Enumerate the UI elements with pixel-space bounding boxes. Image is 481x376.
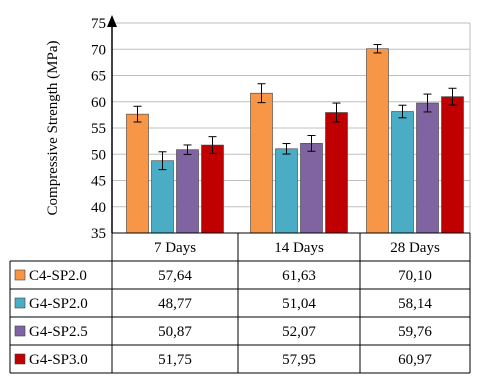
bar-G4-SP2.0-7 Days <box>151 160 174 234</box>
table-value: 48,77 <box>158 296 192 312</box>
legend-swatch <box>14 353 26 365</box>
legend-entry: G4-SP2.5 <box>29 324 88 340</box>
bar-G4-SP2.5-28 Days <box>416 102 439 234</box>
y-tick-label: 55 <box>91 121 106 137</box>
bar-G4-SP2.5-7 Days <box>176 149 199 234</box>
y-tick-label: 60 <box>91 95 106 111</box>
table-value: 57,95 <box>282 352 316 368</box>
bar-G4-SP2.0-14 Days <box>275 148 298 234</box>
table-value: 51,04 <box>282 296 316 312</box>
table-value: 58,14 <box>398 296 432 312</box>
bar-C4-SP2.0-28 Days <box>366 48 389 234</box>
error-bars <box>133 44 457 171</box>
table-value: 57,64 <box>158 268 192 284</box>
bar-C4-SP2.0-7 Days <box>126 113 149 234</box>
legend-entry: G4-SP2.0 <box>29 296 88 312</box>
y-axis: 35 40 45 50 55 60 65 70 75 <box>91 15 117 242</box>
table-value: 70,10 <box>398 268 432 284</box>
bar-C4-SP2.0-14 Days <box>250 92 273 234</box>
table-value: 50,87 <box>158 324 192 340</box>
y-tick-label: 45 <box>91 174 106 190</box>
legend-swatch <box>14 297 26 309</box>
table-value: 59,76 <box>398 324 432 340</box>
x-category-label: 7 Days <box>154 240 196 256</box>
table-value: 60,97 <box>398 352 432 368</box>
bar-G4-SP2.5-14 Days <box>300 143 323 234</box>
legend-entry: C4-SP2.0 <box>29 268 87 284</box>
bar-G4-SP3.0-14 Days <box>325 112 348 234</box>
bar-G4-SP3.0-28 Days <box>441 96 464 234</box>
y-tick-label: 40 <box>91 200 106 216</box>
y-tick-label: 35 <box>91 226 106 242</box>
bar-G4-SP2.0-28 Days <box>391 111 414 234</box>
table-value: 52,07 <box>282 324 316 340</box>
legend-entry: G4-SP3.0 <box>29 352 88 368</box>
bars <box>126 48 464 234</box>
y-axis-label: Compressive Strength (MPa) <box>45 41 61 216</box>
data-table: 7 Days 14 Days 28 Days C4-SP2.0 57,64 61,63 70… <box>9 232 471 374</box>
bar-G4-SP3.0-7 Days <box>201 144 224 234</box>
legend-swatch <box>14 269 26 281</box>
y-tick-label: 70 <box>91 42 106 58</box>
x-category-label: 28 Days <box>390 240 440 256</box>
y-tick-label: 75 <box>91 16 106 32</box>
y-axis-arrow <box>107 15 117 27</box>
x-category-label: 14 Days <box>274 240 324 256</box>
table-value: 61,63 <box>282 268 316 284</box>
legend-swatch <box>14 325 26 337</box>
y-tick-label: 65 <box>91 69 106 85</box>
table-value: 51,75 <box>158 352 192 368</box>
y-tick-label: 50 <box>91 147 106 163</box>
